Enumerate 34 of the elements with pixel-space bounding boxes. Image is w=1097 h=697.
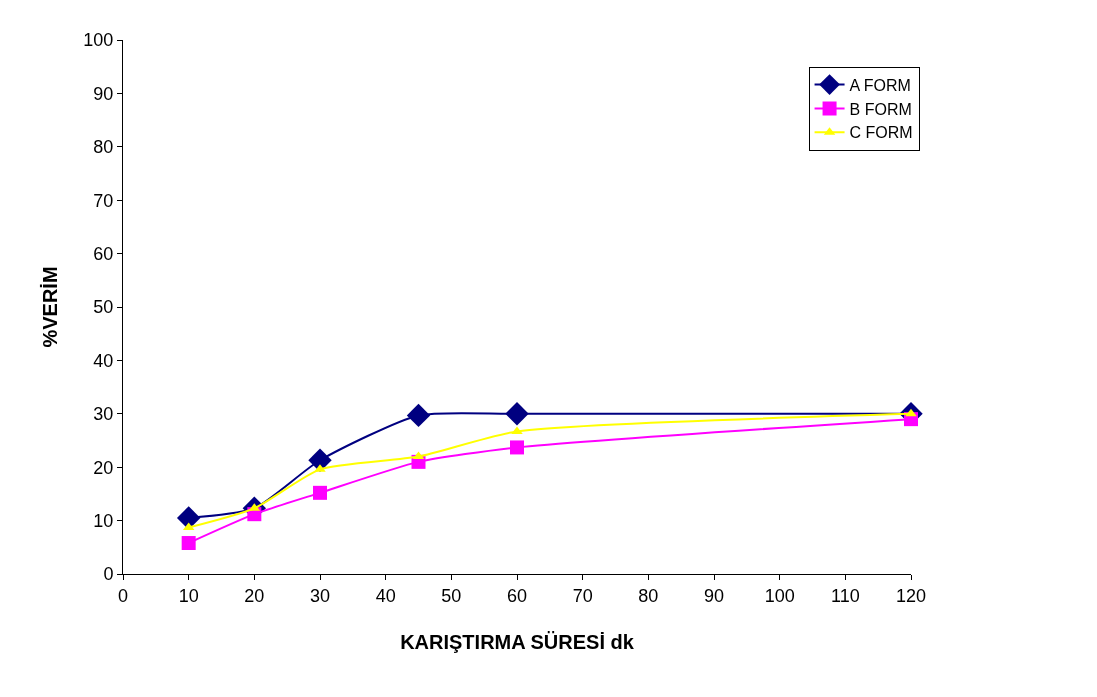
- y-tick-label: 70: [93, 190, 114, 211]
- x-tick-label: 110: [830, 585, 860, 606]
- y-tick-label: 60: [93, 243, 114, 264]
- y-tick-label: 40: [93, 350, 114, 371]
- x-tick-label: 70: [572, 585, 593, 606]
- legend-label: B FORM: [849, 100, 912, 118]
- point: [510, 440, 524, 455]
- x-tick-label: 50: [441, 585, 462, 606]
- y-tick-label: 20: [93, 457, 114, 478]
- y-tick-label: 30: [93, 404, 114, 425]
- x-tick-label: 20: [244, 585, 265, 606]
- point: [313, 485, 327, 500]
- x-tick-label: 100: [764, 585, 795, 606]
- x-tick-label: 0: [117, 585, 129, 606]
- point: [181, 536, 196, 551]
- x-tick-label: 10: [178, 585, 199, 606]
- y-tick-label: 100: [83, 30, 114, 51]
- x-tick-label: 90: [703, 585, 725, 606]
- x-tick-label: 40: [375, 585, 396, 606]
- x-tick-label: 80: [638, 585, 659, 606]
- legend-label: C FORM: [849, 124, 913, 142]
- x-tick-label: 120: [895, 585, 927, 606]
- y-tick-label: 50: [93, 297, 114, 318]
- x-tick-label: 60: [506, 585, 528, 606]
- x-tick-label: 30: [309, 585, 331, 606]
- y-tick-label: 80: [93, 137, 114, 158]
- y-axis-title: %VERİM: [38, 266, 61, 348]
- y-tick-label: 90: [93, 83, 114, 104]
- y-tick-label: 10: [93, 510, 114, 531]
- x-axis-title: KARIŞTIRMA SÜRESİ dk: [400, 631, 635, 654]
- y-tick-label: 0: [103, 564, 114, 585]
- legend-label: A FORM: [849, 76, 911, 94]
- point: [406, 403, 431, 428]
- point: [505, 402, 529, 426]
